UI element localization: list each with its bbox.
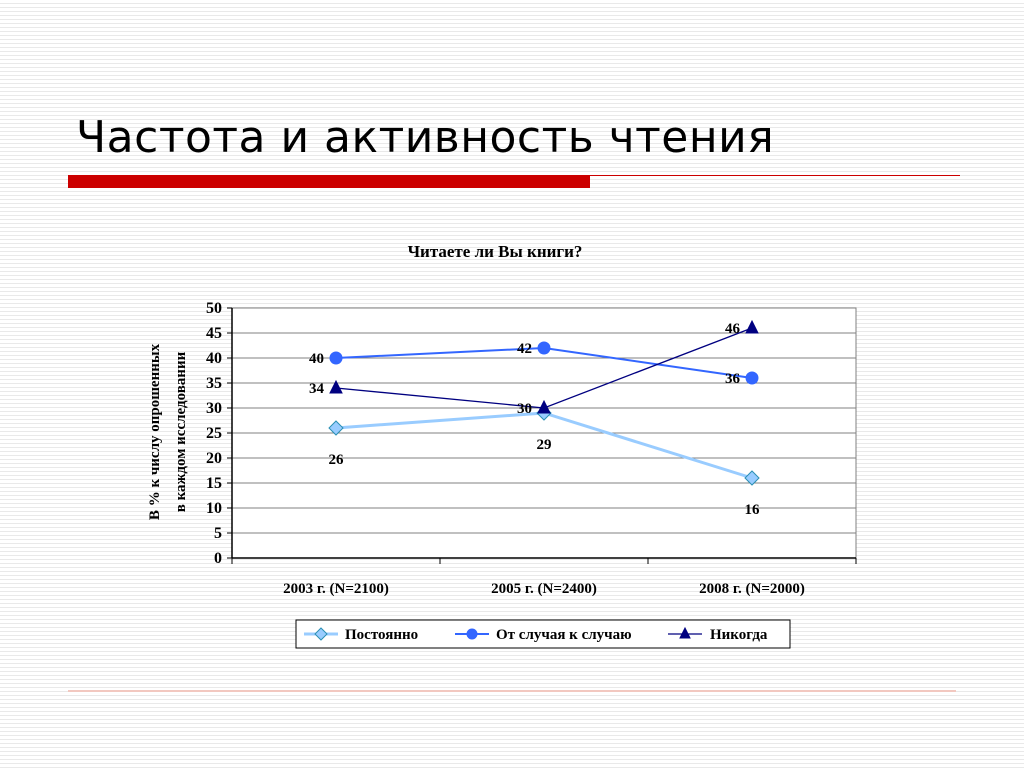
slide-title: Частота и активность чтения bbox=[76, 112, 775, 163]
data-point-2-2 bbox=[537, 341, 551, 355]
footer-divider bbox=[68, 690, 956, 692]
data-label: 29 bbox=[537, 437, 552, 453]
data-point-2-3 bbox=[745, 371, 759, 385]
data-point-3-1 bbox=[329, 379, 343, 394]
legend-marker bbox=[466, 628, 478, 640]
data-label: 30 bbox=[517, 401, 532, 417]
data-label: 16 bbox=[745, 502, 761, 518]
title-accent-bar bbox=[68, 175, 590, 188]
legend-marker bbox=[679, 626, 691, 639]
y-tick-label: 10 bbox=[206, 500, 222, 517]
legend-marker bbox=[314, 627, 328, 641]
y-tick-label: 50 bbox=[206, 300, 222, 317]
data-label: 46 bbox=[725, 321, 741, 337]
data-label: 40 bbox=[309, 351, 324, 367]
x-tick-label: 2005 г. (N=2400) bbox=[491, 581, 597, 597]
chart-legend: Постоянно От случая к случаю Никогда bbox=[295, 619, 791, 649]
y-tick-label: 25 bbox=[206, 425, 222, 442]
data-label: 34 bbox=[309, 381, 325, 397]
legend-label: От случая к случаю bbox=[496, 627, 632, 643]
data-point-3-3 bbox=[745, 319, 759, 334]
y-tick-label: 35 bbox=[206, 375, 222, 392]
data-label: 26 bbox=[329, 452, 345, 468]
data-label: 42 bbox=[517, 341, 532, 357]
chart-title: Читаете ли Вы книги? bbox=[408, 242, 583, 261]
data-point-1-1 bbox=[328, 420, 344, 436]
y-axis-label-line-2: в каждом исследовании bbox=[173, 351, 189, 512]
data-point-2-1 bbox=[329, 351, 343, 365]
legend-label: Постоянно bbox=[345, 627, 418, 643]
y-tick-label: 20 bbox=[206, 450, 222, 467]
legend-label: Никогда bbox=[710, 627, 768, 643]
legend-box bbox=[295, 619, 791, 649]
data-point-1-3 bbox=[744, 470, 760, 486]
y-tick-label: 5 bbox=[214, 525, 222, 542]
data-point-3-2 bbox=[537, 399, 551, 414]
y-tick-label: 30 bbox=[206, 400, 222, 417]
y-tick-label: 15 bbox=[206, 475, 222, 492]
x-tick-label: 2008 г. (N=2000) bbox=[699, 581, 805, 597]
y-axis-label-line-1: В % к числу опрошенных bbox=[147, 343, 163, 520]
x-tick-label: 2003 г. (N=2100) bbox=[283, 581, 389, 597]
y-tick-label: 40 bbox=[206, 350, 222, 367]
y-tick-label: 0 bbox=[214, 550, 222, 567]
y-tick-label: 45 bbox=[206, 325, 222, 342]
title-accent-line bbox=[590, 175, 960, 176]
data-label: 36 bbox=[725, 371, 741, 387]
